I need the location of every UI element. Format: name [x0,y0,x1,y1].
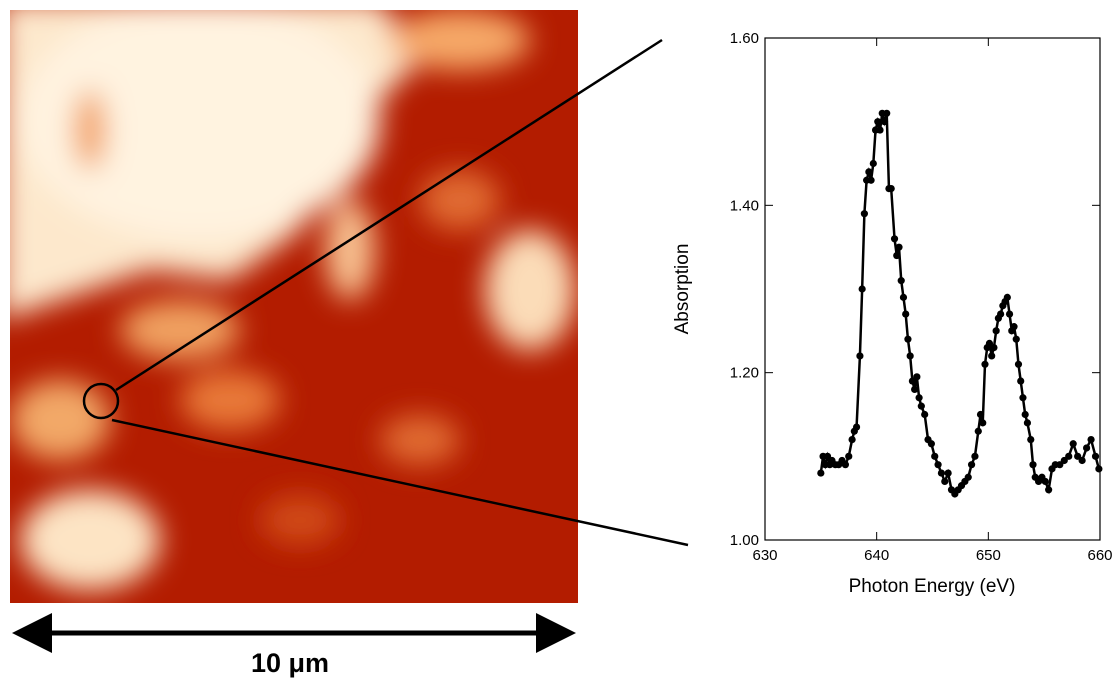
data-point [895,243,903,251]
data-point [988,352,996,360]
data-point [1095,465,1103,473]
data-point [1045,486,1053,494]
microscopy-image [10,10,578,603]
zoom-line [111,418,689,547]
data-point [1017,377,1025,385]
data-point [856,352,864,360]
scale-bar-label: 10 μm [251,648,329,678]
zoom-line [115,38,663,392]
data-line [819,112,1101,496]
x-tick-label: 630 [752,547,777,564]
data-point [1023,419,1032,427]
y-tick-label: 1.40 [730,197,759,214]
data-point [992,327,1000,335]
data-point [1041,477,1049,486]
region-marker [82,382,120,420]
data-point [860,210,868,218]
data-point [1078,456,1086,465]
data-point [1005,310,1014,318]
x-tick-label: 660 [1087,547,1112,564]
data-point [841,461,850,469]
data-point [858,285,866,293]
data-point [1083,444,1091,452]
data-point [1003,293,1011,301]
data-point [1019,394,1027,402]
data-point [979,419,987,427]
data-point [974,427,982,435]
data-point [865,168,873,176]
data-point [817,469,825,477]
data-point [899,293,908,301]
data-point [941,477,949,486]
y-tick-label: 1.20 [730,365,759,382]
data-point [981,360,989,368]
data-point [917,402,925,410]
data-point [1027,436,1035,444]
data-point [867,176,875,184]
data-point [997,310,1005,318]
data-point [913,373,921,381]
x-tick-label: 650 [976,547,1001,564]
data-point [967,461,976,469]
data-point [944,469,952,477]
y-tick-label: 1.00 [730,532,759,549]
data-point [902,310,910,318]
data-point [976,410,985,419]
data-point [869,159,877,168]
data-point [1014,360,1023,368]
data-point [921,410,929,419]
data-point [1087,436,1095,444]
data-point [906,352,914,360]
data-point [890,235,899,243]
data-point [893,251,901,260]
data-point [1069,440,1077,448]
data-point [915,394,923,402]
data-point [964,473,972,481]
plot-frame [764,37,1101,541]
y-axis-label: Absorption [672,244,693,335]
data-point [848,436,856,444]
data-point [931,452,939,460]
data-point [1029,461,1037,469]
data-point [927,440,935,448]
data-point [934,461,942,469]
x-axis-label: Photon Energy (eV) [849,576,1016,597]
data-point [897,277,905,285]
data-point [1091,452,1100,460]
x-tick-label: 640 [864,547,889,564]
data-point [874,118,882,126]
data-point [880,118,889,126]
data-point [971,452,979,460]
data-point [904,335,912,343]
data-point [1012,335,1020,343]
data-point [1010,323,1018,331]
y-tick-label: 1.60 [730,30,759,47]
data-point [937,469,946,477]
data-point [887,185,895,193]
data-point [876,126,884,134]
data-point [1021,410,1029,419]
data-point [845,452,853,460]
data-point [852,423,861,431]
data-point [1065,452,1073,460]
data-point [911,385,919,393]
data-point [883,109,891,117]
data-point [990,343,998,352]
